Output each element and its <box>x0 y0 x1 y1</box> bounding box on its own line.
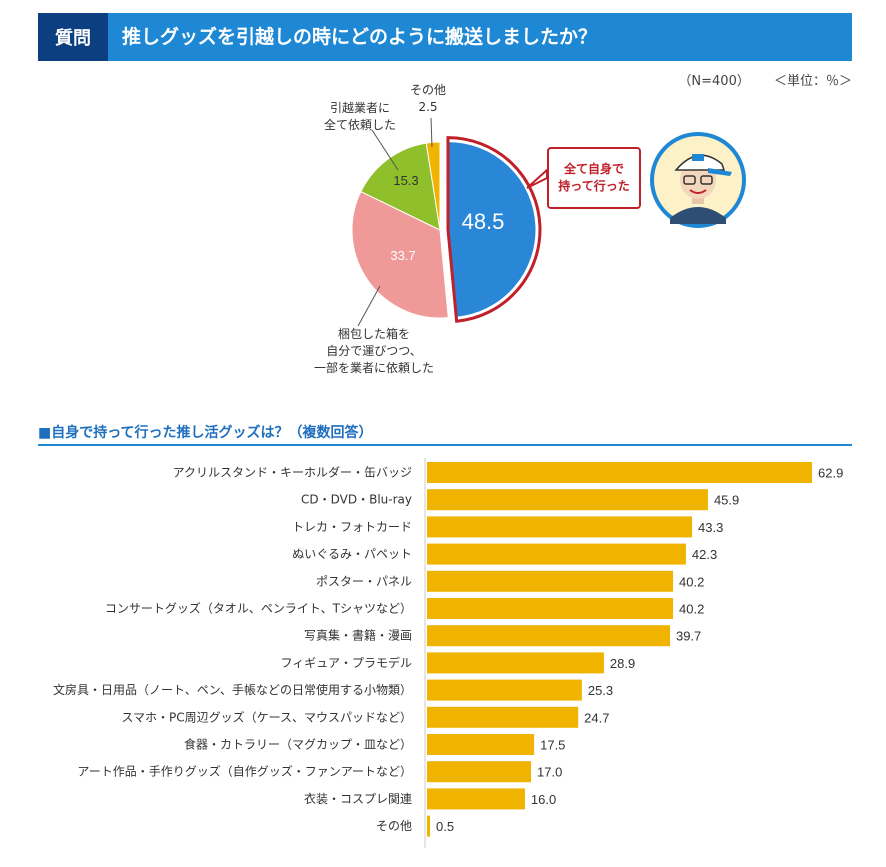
bar-category-label: ポスター・パネル <box>316 574 412 588</box>
bar-value-label: 17.5 <box>540 738 565 753</box>
bar-category-label: コンサートグッズ（タオル、ペンライト、Tシャツなど） <box>105 601 412 616</box>
label-other: その他 2.5 <box>410 82 446 116</box>
bar-category-label: ぬいぐるみ・パペット <box>292 547 412 561</box>
slice-value-self: 48.5 <box>462 209 505 234</box>
bar-value-label: 43.3 <box>698 520 723 535</box>
label-other-value: 2.5 <box>418 100 438 114</box>
bar-value-label: 40.2 <box>679 574 704 589</box>
pie-slice-self-highlight <box>446 136 542 323</box>
bar <box>427 570 674 592</box>
bar-value-label: 40.2 <box>679 602 704 617</box>
bar <box>427 462 812 483</box>
bar-category-label: アクリルスタンド・キーホルダー・缶バッジ <box>173 465 412 480</box>
mascot-illustration <box>650 132 746 228</box>
bar-category-label: 写真集・書籍・漫画 <box>304 628 412 643</box>
bar-category-label: トレカ・フォトカード <box>292 520 412 534</box>
callout-self: 全て自身で 持って行った <box>547 147 641 209</box>
pie-slice-other <box>425 141 441 231</box>
bar-category-label: 文房具・日用品（ノート、ペン、手帳などの日常使用する小物類） <box>53 682 412 697</box>
bar-category-label: 衣装・コスプレ関連 <box>304 791 412 806</box>
bar-value-label: 16.0 <box>531 792 556 807</box>
bar <box>427 679 582 701</box>
callout-line1: 全て自身で <box>563 162 624 176</box>
bar-value-label: 45.9 <box>714 493 739 508</box>
pie-slice-self <box>447 141 537 318</box>
question-tag: 質問 <box>38 13 108 61</box>
section-divider <box>38 444 852 446</box>
bar-chart-title: ■自身で持って行った推し活グッズは？（複数回答） <box>38 425 373 441</box>
bar <box>427 788 525 810</box>
bar-value-label: 25.3 <box>588 683 613 698</box>
unit-note: ＜単位：％＞ <box>773 74 852 89</box>
label-movers: 引越業者に 全て依頼した <box>324 100 396 134</box>
bar-category-label: 食器・カトラリー（マグカップ・皿など） <box>184 737 412 752</box>
label-mixed: 梱包した箱を 自分で運びつつ、 一部を業者に依頼した <box>314 326 434 377</box>
label-mixed-line2: 自分で運びつつ、 <box>326 344 422 358</box>
label-movers-line1: 引越業者に <box>330 101 391 115</box>
bar-value-label: 0.5 <box>436 819 454 834</box>
bar <box>427 734 535 755</box>
bar <box>427 652 604 674</box>
bar-category-label: その他 <box>376 819 412 833</box>
label-movers-line2: 全て依頼した <box>324 118 397 132</box>
slice-value-mixed: 33.7 <box>390 248 415 263</box>
chart-meta: （N=400） ＜単位：％＞ <box>658 70 852 89</box>
bar-category-label: スマホ・PC周辺グッズ（ケース、マウスパッドなど） <box>121 709 412 724</box>
label-other-name: その他 <box>410 83 447 97</box>
pie-slice-mixed <box>351 190 449 319</box>
bar <box>427 543 686 565</box>
bar-value-label: 42.3 <box>692 547 717 562</box>
pie-chart: 48.5 33.7 15.3 <box>351 117 548 327</box>
pie-slice-movers <box>360 142 441 231</box>
question-title: 推しグッズを引越しの時にどのように搬送しましたか？ <box>122 26 598 48</box>
bar-category-label: フィギュア・プラモデル <box>280 655 412 670</box>
bar-value-label: 17.0 <box>537 765 562 780</box>
bar <box>427 815 431 837</box>
slice-value-movers: 15.3 <box>393 173 418 188</box>
bar <box>427 761 532 783</box>
bar <box>427 598 674 619</box>
sample-size: （N=400） <box>678 74 750 89</box>
bar-value-label: 62.9 <box>818 466 843 481</box>
bar-value-label: 39.7 <box>676 629 701 644</box>
bar <box>427 706 579 728</box>
bar-category-label: アート作品・手作りグッズ（自作グッズ・ファンアートなど） <box>77 764 412 779</box>
bar-value-label: 24.7 <box>584 710 609 725</box>
question-header: 質問 推しグッズを引越しの時にどのように搬送しましたか？ <box>38 13 852 61</box>
bar <box>427 489 708 511</box>
label-mixed-line1: 梱包した箱を <box>338 327 411 341</box>
bar-category-label: CD・DVD・Blu-ray <box>301 493 412 507</box>
label-mixed-line3: 一部を業者に依頼した <box>314 361 435 375</box>
bar <box>427 516 693 538</box>
callout-line2: 持って行った <box>558 179 630 193</box>
bar-value-label: 28.9 <box>610 656 635 671</box>
bar <box>427 625 670 647</box>
